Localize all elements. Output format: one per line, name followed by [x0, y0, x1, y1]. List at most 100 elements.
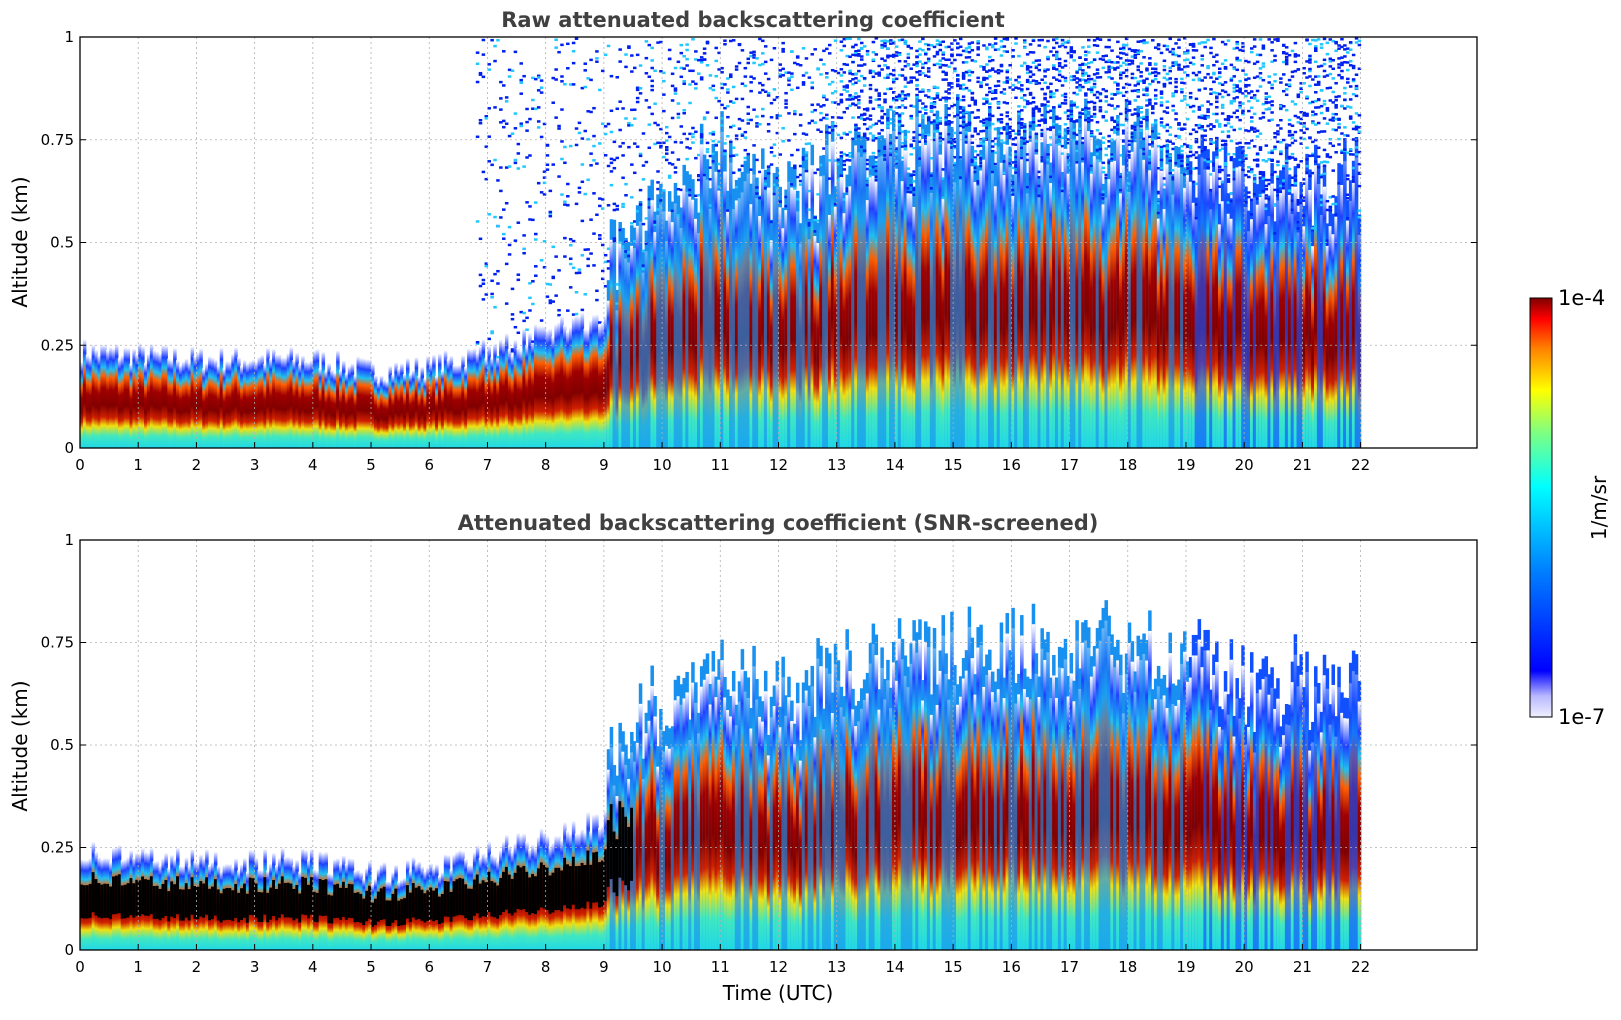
heatmap-cell: [755, 115, 759, 118]
heatmap-cell: [1063, 92, 1068, 96]
heatmap-cell: [1229, 156, 1234, 159]
heatmap-cell: [842, 159, 847, 163]
heatmap-cell: [1203, 158, 1207, 162]
heatmap-cell: [1343, 55, 1347, 58]
heatmap-cell: [600, 69, 605, 73]
heatmap-cell: [1014, 132, 1018, 135]
heatmap-cell: [589, 58, 593, 62]
heatmap-cell: [1130, 113, 1135, 116]
heatmap-cell: [781, 74, 785, 77]
heatmap-cell: [630, 196, 634, 199]
heatmap-cell: [976, 41, 980, 45]
heatmap-cell: [1185, 163, 1190, 166]
heatmap-cell: [1191, 110, 1196, 113]
heatmap-cell: [1151, 141, 1155, 144]
heatmap-cell: [1127, 59, 1132, 62]
heatmap-cell: [769, 151, 774, 154]
heatmap-cell: [1241, 168, 1245, 172]
heatmap-cell: [755, 122, 759, 125]
heatmap-cell: [859, 117, 864, 120]
heatmap-cell: [469, 349, 474, 448]
heatmap-cell: [1165, 123, 1170, 127]
heatmap-cell: [606, 122, 611, 126]
heatmap-cell: [1267, 38, 1271, 41]
heatmap-cell: [525, 107, 529, 111]
heatmap-cell: [723, 83, 727, 86]
heatmap-cell: [1316, 80, 1321, 84]
heatmap-cell: [507, 75, 512, 78]
screened-panel-title: Attenuated backscattering coefficient (S…: [458, 511, 1099, 535]
heatmap-cell: [851, 95, 855, 99]
heatmap-cell: [953, 145, 957, 148]
heatmap-cell: [557, 175, 561, 178]
heatmap-cell: [813, 48, 817, 51]
heatmap-cell: [909, 193, 913, 448]
heatmap-cell: [961, 83, 966, 87]
heatmap-cell: [1293, 139, 1298, 142]
heatmap-cell: [248, 360, 253, 448]
heatmap-cell: [627, 121, 631, 125]
heatmap-cell: [763, 45, 768, 48]
heatmap-cell: [164, 880, 168, 916]
heatmap-cell: [1279, 107, 1283, 110]
heatmap-cell: [97, 883, 101, 918]
heatmap-cell: [772, 706, 777, 950]
heatmap-cell: [1034, 59, 1039, 62]
heatmap-cell: [1075, 105, 1079, 109]
heatmap-cell: [1005, 114, 1010, 118]
heatmap-cell: [1206, 124, 1210, 128]
heatmap-cell: [990, 58, 995, 62]
heatmap-cell: [1244, 83, 1248, 87]
heatmap-cell: [1101, 170, 1106, 174]
heatmap-cell: [1314, 106, 1318, 109]
heatmap-cell: [816, 103, 820, 106]
heatmap-cell: [778, 727, 783, 950]
heatmap-cell: [970, 160, 975, 163]
heatmap-cell: [1357, 162, 1362, 166]
heatmap-cell: [868, 101, 873, 104]
heatmap-cell: [941, 96, 945, 100]
heatmap-cell: [522, 865, 526, 910]
heatmap-cell: [1299, 196, 1303, 199]
heatmap-cell: [1197, 145, 1202, 149]
heatmap-cell: [1217, 92, 1222, 96]
heatmap-cell: [577, 121, 582, 125]
heatmap-cell: [758, 81, 762, 85]
heatmap-cell: [781, 126, 785, 130]
heatmap-cell: [996, 106, 1001, 110]
heatmap-cell: [1110, 138, 1114, 141]
heatmap-cell: [1264, 187, 1269, 191]
heatmap-cell: [1343, 61, 1347, 64]
heatmap-cell: [272, 879, 276, 916]
heatmap-cell: [708, 132, 713, 135]
x-tick-label: 17: [1060, 456, 1079, 474]
heatmap-cell: [1098, 109, 1103, 112]
heatmap-cell: [1060, 102, 1065, 105]
heatmap-cell: [775, 176, 780, 180]
heatmap-cell: [1279, 127, 1283, 130]
heatmap-cell: [1165, 100, 1170, 103]
heatmap-cell: [912, 146, 916, 150]
heatmap-cell: [138, 343, 142, 448]
heatmap-cell: [1185, 175, 1190, 448]
heatmap-cell: [458, 364, 462, 448]
heatmap-cell: [752, 61, 756, 65]
heatmap-cell: [350, 363, 355, 448]
heatmap-cell: [973, 60, 978, 63]
heatmap-cell: [746, 61, 750, 65]
heatmap-cell: [542, 266, 547, 269]
heatmap-cell: [1319, 89, 1324, 92]
heatmap-cell: [921, 700, 925, 950]
heatmap-cell: [874, 98, 879, 101]
x-tick-label: 13: [827, 456, 846, 474]
heatmap-cell: [1206, 650, 1210, 950]
heatmap-cell: [740, 669, 745, 950]
heatmap-cell: [889, 118, 893, 121]
heatmap-cell: [1022, 39, 1027, 42]
heatmap-cell: [304, 877, 308, 915]
heatmap-cell: [924, 105, 928, 108]
heatmap-cell: [950, 141, 954, 144]
heatmap-cell: [889, 105, 893, 109]
heatmap-cell: [1084, 63, 1088, 66]
